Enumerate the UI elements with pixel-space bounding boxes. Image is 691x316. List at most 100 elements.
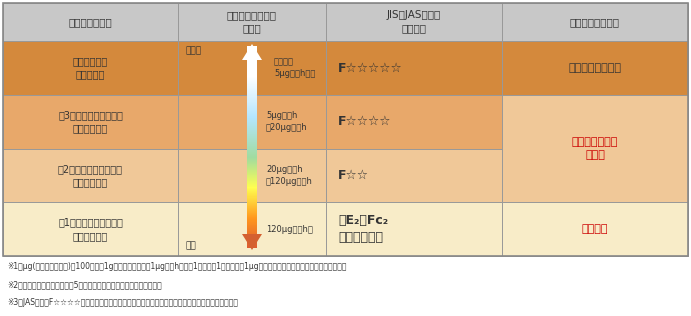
Bar — [247, 148, 257, 149]
Bar — [247, 56, 257, 57]
Bar — [247, 220, 257, 221]
Bar — [247, 48, 257, 49]
Bar — [247, 63, 257, 64]
Bar — [247, 108, 257, 109]
Bar — [247, 230, 257, 231]
Bar — [247, 246, 257, 247]
Text: F☆☆☆☆☆: F☆☆☆☆☆ — [338, 61, 403, 74]
Bar — [247, 192, 257, 193]
Bar — [247, 214, 257, 215]
Bar — [247, 70, 257, 71]
Bar — [247, 197, 257, 198]
Bar — [247, 53, 257, 54]
Bar — [247, 199, 257, 201]
Bar — [502, 3, 688, 41]
Bar — [247, 235, 257, 236]
Bar — [247, 71, 257, 72]
Bar — [247, 146, 257, 147]
Bar — [178, 202, 326, 256]
Text: 5μg／㎡h
～20μg／㎡h: 5μg／㎡h ～20μg／㎡h — [266, 111, 307, 132]
Bar — [502, 95, 688, 149]
Bar — [247, 209, 257, 210]
Bar — [247, 176, 257, 177]
Bar — [247, 171, 257, 172]
Bar — [178, 95, 326, 149]
Text: 多い: 多い — [186, 241, 197, 251]
Bar — [247, 239, 257, 240]
Bar — [247, 76, 257, 77]
Bar — [247, 203, 257, 204]
Text: 少ない: 少ない — [186, 46, 202, 56]
Bar — [502, 202, 688, 256]
Bar — [247, 219, 257, 220]
Bar — [247, 178, 257, 179]
Bar — [247, 101, 257, 103]
Bar — [247, 74, 257, 75]
Bar — [247, 121, 257, 122]
Bar — [247, 231, 257, 232]
Bar — [247, 120, 257, 121]
Bar — [247, 116, 257, 117]
Bar — [247, 157, 257, 158]
Bar — [3, 95, 178, 149]
Bar — [247, 186, 257, 187]
Text: 第3種ホルムアルデヒド
発散建築材料: 第3種ホルムアルデヒド 発散建築材料 — [58, 110, 123, 133]
Bar — [247, 86, 257, 88]
Text: ※1　μg(マイクログラム)：100万分の1gの重さ。放散速度1μg／㎡hは建材1㎡につき1時間当たり1μgの化学物質が発散されることをいいます。: ※1 μg(マイクログラム)：100万分の1gの重さ。放散速度1μg／㎡hは建材… — [7, 262, 346, 271]
Bar — [247, 216, 257, 217]
Bar — [247, 129, 257, 130]
Bar — [247, 64, 257, 65]
Bar — [247, 133, 257, 134]
Bar — [247, 125, 257, 126]
Bar — [3, 149, 178, 202]
Text: ※3　JASでは、F☆☆☆☆のほかに「非ホルムアルデヒド系接着剤使用」などの表示記号もあります。: ※3 JASでは、F☆☆☆☆のほかに「非ホルムアルデヒド系接着剤使用」などの表示… — [7, 298, 238, 307]
Bar — [247, 105, 257, 106]
Bar — [247, 81, 257, 82]
Bar — [247, 88, 257, 89]
Text: JIS、JASなどの
表示記号: JIS、JASなどの 表示記号 — [387, 10, 441, 33]
Bar — [247, 124, 257, 125]
Bar — [247, 68, 257, 69]
Bar — [247, 150, 257, 151]
Bar — [247, 233, 257, 234]
Bar — [247, 241, 257, 242]
Bar — [326, 202, 502, 256]
Bar — [3, 3, 178, 41]
Polygon shape — [242, 234, 262, 250]
Bar — [247, 224, 257, 225]
Bar — [3, 3, 688, 256]
Bar — [247, 54, 257, 55]
Bar — [247, 100, 257, 101]
Bar — [247, 223, 257, 224]
Bar — [3, 202, 178, 256]
Bar — [247, 117, 257, 118]
Bar — [247, 194, 257, 196]
Bar — [247, 119, 257, 120]
Text: ※2　建築物の部分に使用して5年経過したものについては、制限なし。: ※2 建築物の部分に使用して5年経過したものについては、制限なし。 — [7, 280, 162, 289]
Bar — [247, 114, 257, 115]
Bar — [247, 106, 257, 108]
Bar — [247, 198, 257, 199]
Text: F☆☆☆☆: F☆☆☆☆ — [338, 115, 392, 128]
Bar — [247, 132, 257, 133]
Bar — [247, 143, 257, 144]
Bar — [247, 185, 257, 186]
Bar — [247, 139, 257, 140]
Bar — [247, 236, 257, 237]
Bar — [247, 175, 257, 176]
Bar — [247, 85, 257, 86]
Bar — [247, 193, 257, 194]
Bar — [247, 213, 257, 214]
Bar — [247, 234, 257, 235]
Bar — [247, 79, 257, 80]
Text: 使用面積が制限
される: 使用面積が制限 される — [572, 137, 618, 160]
Bar — [247, 128, 257, 129]
Bar — [247, 182, 257, 183]
Text: ホルムアルデヒド
の発散: ホルムアルデヒド の発散 — [227, 10, 277, 33]
Bar — [247, 174, 257, 175]
Bar — [247, 59, 257, 60]
Bar — [247, 172, 257, 173]
Bar — [247, 73, 257, 74]
Bar — [247, 136, 257, 137]
Bar — [247, 77, 257, 78]
